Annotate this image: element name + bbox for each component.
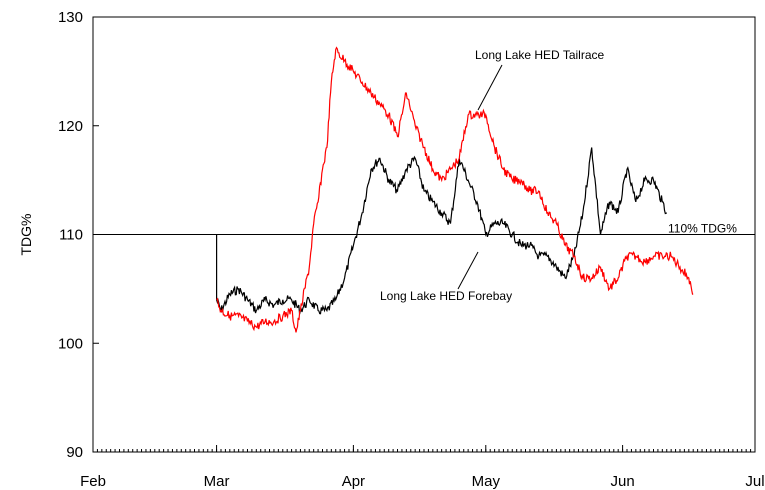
x-tick-label-mar: Mar <box>204 473 230 490</box>
reference-line-label: 110% TDG% <box>668 222 737 236</box>
x-tick-label-may: May <box>472 473 501 490</box>
x-tick-label-jul: Jul <box>745 473 764 490</box>
x-tick-label-apr: Apr <box>342 473 365 490</box>
x-tick-label-feb: Feb <box>80 473 106 490</box>
y-tick-label-100: 100 <box>58 335 83 352</box>
tailrace-series-line <box>216 46 694 333</box>
y-axis-label: TDG% <box>18 214 34 256</box>
tailrace-annotation: Long Lake HED Tailrace <box>475 48 605 62</box>
forebay-series-line <box>216 147 668 315</box>
y-tick-label-110: 110 <box>59 227 83 244</box>
y-tick-label-130: 130 <box>58 9 83 26</box>
y-tick-label-90: 90 <box>66 444 83 461</box>
tailrace-annotation-leader <box>477 64 503 111</box>
y-tick-label-120: 120 <box>58 118 83 135</box>
x-tick-label-jun: Jun <box>611 473 635 490</box>
forebay-annotation: Long Lake HED Forebay <box>380 289 512 303</box>
forebay-annotation-leader <box>457 251 479 290</box>
